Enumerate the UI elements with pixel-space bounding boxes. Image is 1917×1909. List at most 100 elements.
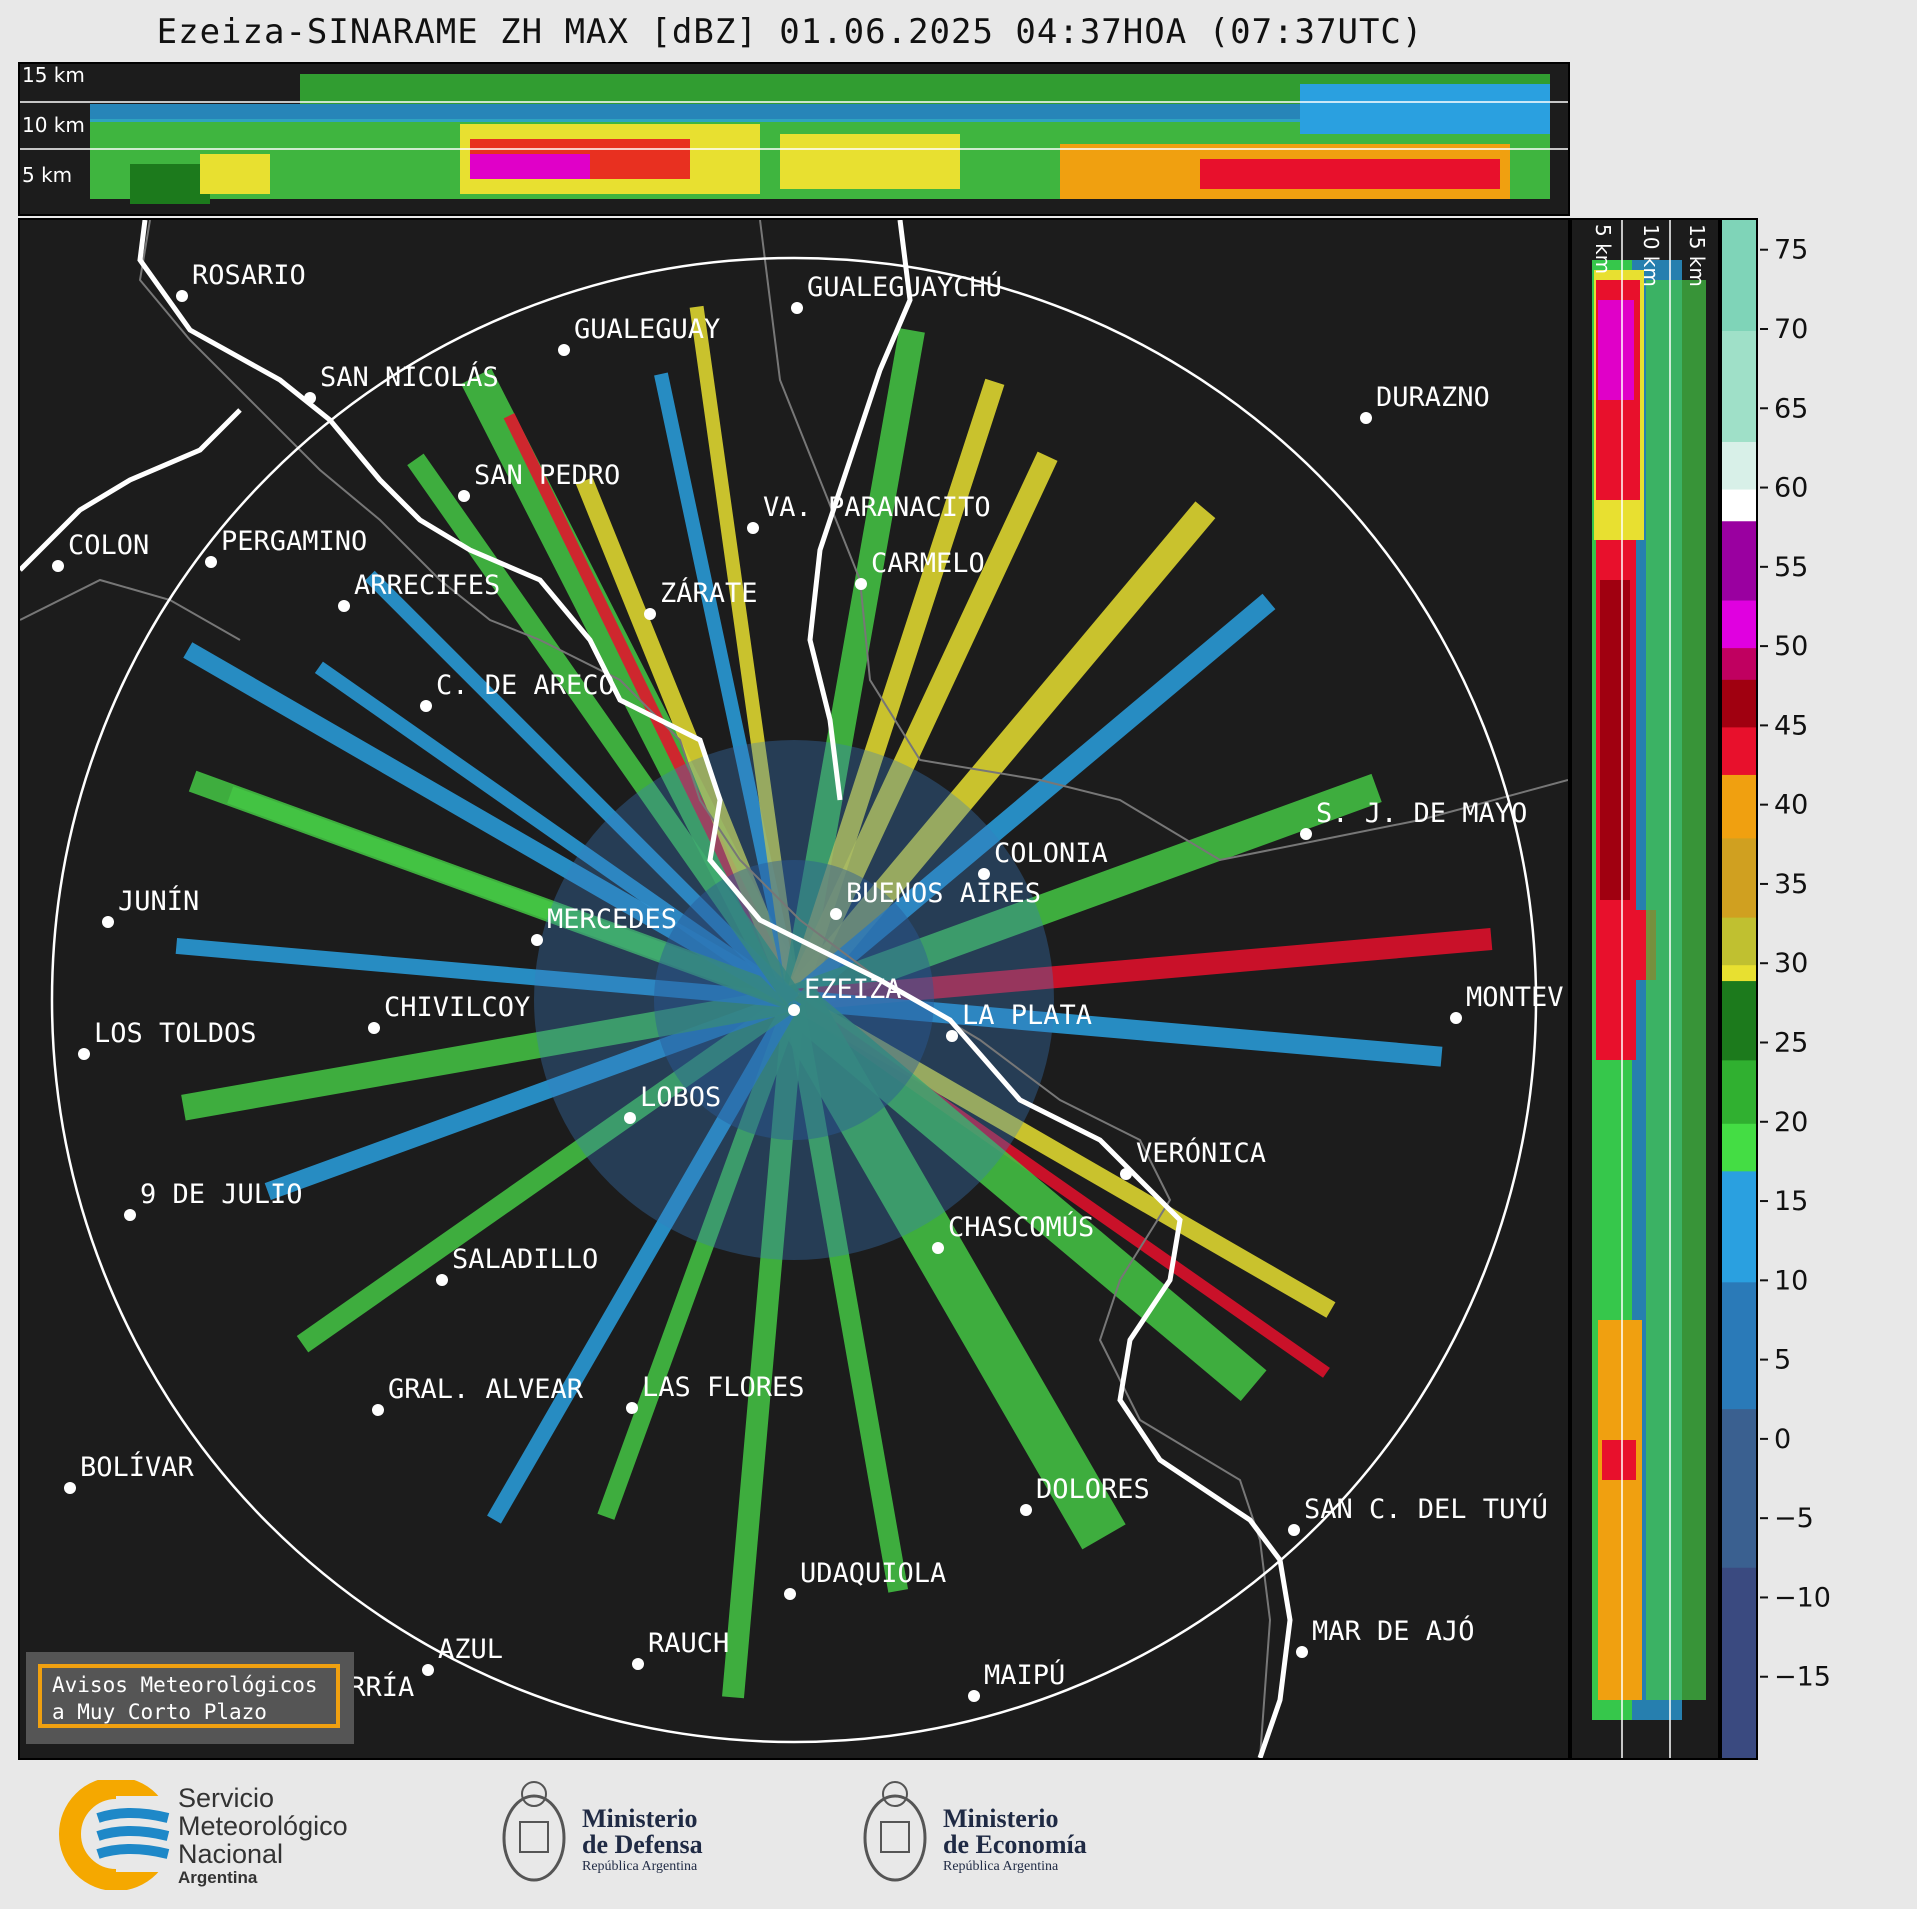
colorbar bbox=[1720, 218, 1758, 1760]
city-label: SAN PEDRO bbox=[474, 460, 620, 491]
defensa-line-3: República Argentina bbox=[582, 1859, 698, 1874]
city-dot bbox=[422, 1664, 434, 1676]
city-dot bbox=[1360, 412, 1372, 424]
city-label: EZEIZA bbox=[804, 974, 902, 1005]
alert-line-2: a Muy Corto Plazo bbox=[52, 1700, 267, 1724]
city-dot bbox=[558, 344, 570, 356]
city-dot bbox=[64, 1482, 76, 1494]
colorbar-tick-label: 40 bbox=[1774, 790, 1808, 821]
city-dot bbox=[1300, 828, 1312, 840]
colorbar-band bbox=[1722, 220, 1756, 332]
reflectivity-ray bbox=[654, 372, 801, 1002]
km-label-15: 15 km bbox=[22, 64, 85, 87]
smn-line-2: Meteorológico bbox=[178, 1811, 348, 1841]
colorbar-band bbox=[1722, 1171, 1756, 1284]
city-label: VERÓNICA bbox=[1136, 1137, 1266, 1169]
city-dot bbox=[968, 1690, 980, 1702]
city-label: LAS FLORES bbox=[642, 1372, 805, 1403]
reflectivity-ray bbox=[781, 328, 925, 1003]
coastline-and-rivers bbox=[20, 220, 1293, 1758]
reflectivity-ray bbox=[689, 305, 801, 1001]
economia-line-1: Ministerio bbox=[943, 1804, 1059, 1833]
city-label: SAN NICOLÁS bbox=[320, 361, 499, 393]
reflectivity-ray bbox=[788, 773, 1382, 1015]
radar-map-panel: ROSARIO GUALEGUAYCHÚ GUALEGUAY SAN NICOLÁS D… bbox=[18, 218, 1570, 1760]
city-label: LOBOS bbox=[640, 1082, 721, 1113]
reflectivity-ray bbox=[793, 990, 1443, 1067]
reflectivity-ray bbox=[597, 996, 803, 1520]
colorbar-tick-label: 0 bbox=[1774, 1424, 1791, 1455]
radar-map: ROSARIO GUALEGUAYCHÚ GUALEGUAY SAN NICOLÁS D… bbox=[20, 220, 1568, 1758]
city-label: C. DE ARECO bbox=[436, 670, 615, 701]
city-label: CARMELO bbox=[871, 548, 985, 579]
chart-title: Ezeiza-SINARAME ZH MAX [dBZ] 01.06.2025 … bbox=[156, 12, 1424, 52]
city-label: COLONIA bbox=[994, 838, 1108, 869]
smn-line-4: Argentina bbox=[178, 1868, 258, 1887]
city-dot bbox=[458, 490, 470, 502]
city-dot bbox=[1288, 1524, 1300, 1536]
colorbar-tick-label: −5 bbox=[1774, 1503, 1814, 1534]
national-seal-icon bbox=[502, 1781, 566, 1882]
city-dot bbox=[830, 908, 842, 920]
alert-link[interactable]: Avisos Meteorológicos a Muy Corto Plazo bbox=[38, 1664, 340, 1728]
city-label: GUALEGUAY bbox=[574, 314, 720, 345]
city-label: ZÁRATE bbox=[660, 577, 758, 609]
colorbar-band bbox=[1722, 489, 1756, 523]
colorbar-band bbox=[1722, 917, 1756, 967]
reflectivity-ray bbox=[784, 378, 1005, 1004]
colorbar-band bbox=[1722, 1060, 1756, 1125]
city-dot bbox=[52, 560, 64, 572]
alert-box[interactable]: Avisos Meteorológicos a Muy Corto Plazo bbox=[26, 1652, 354, 1744]
city-dot bbox=[978, 868, 990, 880]
colorbar-tick-label: 35 bbox=[1774, 869, 1808, 900]
smn-logo: Servicio Meteorológico Nacional Argentin… bbox=[58, 1780, 398, 1890]
colorbar-tick-label: 70 bbox=[1774, 314, 1808, 345]
city-label: CHIVILCOY bbox=[384, 992, 530, 1023]
city-dot bbox=[747, 522, 759, 534]
colorbar-tick-label: 45 bbox=[1774, 710, 1808, 741]
city-dot bbox=[946, 1030, 958, 1042]
top-cross-section: 15 km 10 km 5 km bbox=[20, 64, 1568, 204]
reflectivity-ray bbox=[264, 991, 798, 1200]
city-dot bbox=[304, 392, 316, 404]
colorbar-band bbox=[1722, 441, 1756, 491]
colorbar-band bbox=[1722, 521, 1756, 602]
reflectivity-ray bbox=[722, 999, 805, 1699]
economia-logo: Ministerio de Economía República Argenti… bbox=[855, 1772, 1135, 1892]
city-label: BUENOS AIRES bbox=[846, 878, 1041, 909]
city-dot bbox=[368, 1022, 380, 1034]
reflectivity-ray bbox=[575, 477, 803, 1004]
city-label: GUALEGUAYCHÚ bbox=[807, 271, 1002, 303]
city-label: DURAZNO bbox=[1376, 382, 1490, 413]
colorbar-band bbox=[1722, 727, 1756, 776]
colorbar-gradient bbox=[1722, 220, 1756, 1758]
economia-line-2: de Economía bbox=[943, 1830, 1087, 1859]
top-cross-section-panel: 15 km 10 km 5 km bbox=[18, 62, 1570, 216]
national-seal-icon bbox=[863, 1781, 927, 1882]
colorbar-band bbox=[1722, 1282, 1756, 1411]
colorbar-band bbox=[1722, 679, 1756, 729]
colorbar-tick-label: 65 bbox=[1774, 393, 1808, 424]
reflectivity-ray bbox=[787, 593, 1276, 1008]
city-label: ARRECIFES bbox=[354, 570, 500, 601]
side-cross-section: 5 km 10 km 15 km bbox=[1591, 220, 1709, 1758]
boundaries bbox=[20, 220, 1568, 1758]
city-label: LA PLATA bbox=[962, 1000, 1092, 1031]
city-dot bbox=[338, 600, 350, 612]
side-km-label-15: 15 km bbox=[1685, 224, 1709, 287]
city-dot bbox=[626, 1402, 638, 1414]
city-dot bbox=[124, 1209, 136, 1221]
near-echo-cluster bbox=[534, 740, 1054, 1260]
defensa-logo: Ministerio de Defensa República Argentin… bbox=[494, 1772, 754, 1892]
colorbar-tick-label: 55 bbox=[1774, 552, 1808, 583]
city-dot bbox=[932, 1242, 944, 1254]
city-dot bbox=[1020, 1504, 1032, 1516]
city-label: CHASCOMÚS bbox=[948, 1211, 1094, 1243]
city-label: S. J. DE MAYO bbox=[1316, 798, 1527, 829]
city-markers: ROSARIO GUALEGUAYCHÚ GUALEGUAY SAN NICOLÁS D… bbox=[52, 260, 1564, 1714]
city-label: MAIPÚ bbox=[984, 1659, 1065, 1691]
city-label: MERCEDES bbox=[547, 904, 677, 935]
colorbar-band bbox=[1722, 981, 1756, 1062]
smn-line-3: Nacional bbox=[178, 1839, 284, 1869]
